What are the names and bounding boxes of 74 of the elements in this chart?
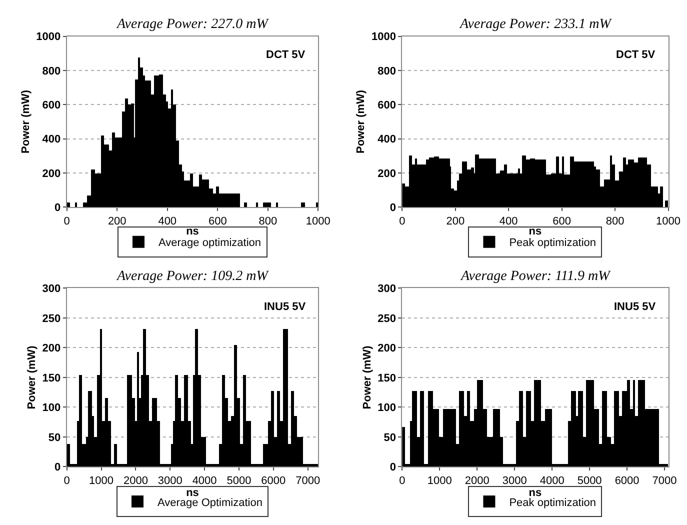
- y-axis-title: Power (mW): [20, 90, 32, 154]
- x-tick-label: 2000: [123, 474, 148, 487]
- y-tick-label: 800: [42, 65, 61, 78]
- x-tick-label: 5000: [226, 474, 252, 487]
- y-tick-label: 250: [378, 312, 396, 325]
- x-tick-label: 200: [446, 215, 465, 228]
- x-tick-label: 400: [499, 215, 518, 228]
- y-tick-label: 200: [378, 168, 396, 180]
- annotation: DCT 5V: [266, 49, 306, 61]
- y-tick-label: 100: [42, 402, 61, 414]
- x-tick-label: 7000: [652, 474, 677, 487]
- chart-title: Average Power: 109.2 mW: [116, 269, 270, 284]
- y-tick-label: 600: [378, 99, 396, 112]
- legend-label: Average optimization: [158, 237, 262, 250]
- legend-label: Average Optimization: [158, 496, 262, 509]
- x-tick-label: 1000: [427, 474, 452, 487]
- y-tick-label: 300: [42, 283, 61, 296]
- y-axis-title: Power (mW): [26, 345, 38, 410]
- x-axis-title: ns: [186, 486, 199, 499]
- x-tick-label: 1000: [656, 215, 681, 228]
- y-tick-label: 150: [378, 372, 396, 384]
- x-tick-label: 1000: [306, 215, 330, 228]
- y-tick-label: 300: [378, 283, 396, 296]
- y-tick-label: 50: [48, 432, 61, 444]
- y-tick-label: 200: [42, 168, 61, 180]
- x-tick-label: 2000: [464, 474, 490, 487]
- x-tick-label: 3000: [158, 474, 182, 487]
- annotation: DCT 5V: [616, 49, 656, 61]
- x-tick-label: 200: [108, 215, 126, 228]
- y-axis-title: Power (mW): [361, 345, 374, 410]
- x-axis-title: ns: [528, 486, 542, 499]
- y-tick-label: 0: [54, 202, 61, 214]
- y-tick-label: 1000: [371, 31, 396, 44]
- x-tick-label: 400: [158, 215, 177, 228]
- x-tick-label: 0: [399, 215, 406, 228]
- x-axis-title: ns: [186, 226, 199, 238]
- x-tick-label: 6000: [614, 474, 640, 487]
- x-axis-title: ns: [528, 226, 542, 238]
- x-tick-label: 600: [208, 215, 227, 228]
- y-tick-label: 800: [378, 65, 396, 78]
- y-tick-label: 100: [378, 402, 396, 414]
- legend-label: Peak optimization: [509, 237, 596, 250]
- chart-title: Average Power: 111.9 mW: [460, 269, 612, 284]
- chart-title: Average Power: 227.0 mW: [116, 17, 270, 32]
- x-tick-label: 3000: [502, 474, 527, 487]
- y-tick-label: 50: [384, 432, 396, 444]
- y-tick-label: 200: [42, 342, 61, 355]
- y-tick-label: 0: [390, 462, 396, 474]
- y-tick-label: 600: [42, 99, 61, 112]
- x-tick-label: 0: [64, 474, 70, 487]
- x-tick-label: 5000: [577, 474, 602, 487]
- y-tick-label: 150: [42, 372, 61, 384]
- x-tick-label: 600: [552, 215, 572, 228]
- y-tick-label: 200: [378, 342, 396, 355]
- x-tick-label: 800: [258, 215, 278, 228]
- annotation: INU5 5V: [264, 301, 306, 313]
- annotation: INU5 5V: [614, 301, 656, 313]
- legend-label: Peak optimization: [509, 496, 596, 509]
- y-tick-label: 0: [54, 462, 61, 474]
- x-tick-label: 0: [399, 474, 406, 487]
- y-tick-label: 400: [42, 134, 61, 146]
- y-tick-label: 250: [42, 312, 61, 325]
- y-tick-label: 0: [390, 202, 396, 214]
- y-tick-label: 400: [378, 134, 396, 146]
- chart-title: Average Power: 233.1 mW: [459, 17, 612, 32]
- x-tick-label: 4000: [540, 474, 564, 487]
- x-tick-label: 7000: [296, 474, 320, 487]
- x-tick-label: 6000: [261, 474, 286, 487]
- x-tick-label: 0: [64, 215, 70, 228]
- x-tick-label: 4000: [192, 474, 217, 487]
- x-tick-label: 1000: [89, 474, 114, 487]
- y-tick-label: 1000: [36, 31, 61, 44]
- x-tick-label: 800: [606, 215, 624, 228]
- y-axis-title: Power (mW): [355, 90, 368, 154]
